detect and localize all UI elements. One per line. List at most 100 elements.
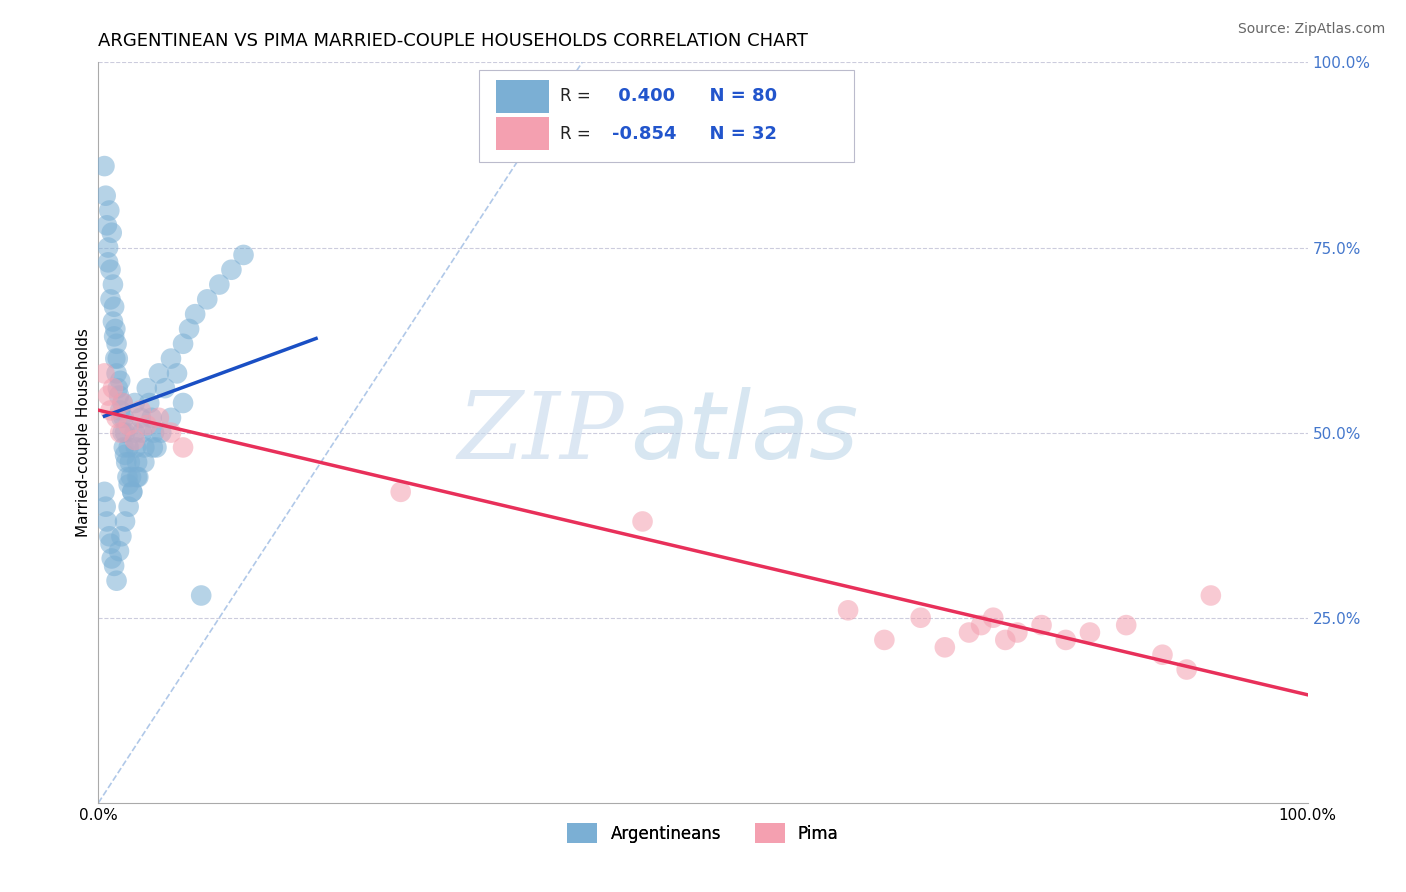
Point (118, 477, 141, 491)
Point (101, 277, 124, 292)
Point (1152, 648, 1174, 662)
Point (142, 441, 165, 455)
Point (184, 307, 207, 321)
Point (131, 425, 153, 440)
Point (134, 441, 156, 455)
Point (93, 484, 115, 499)
Point (148, 367, 170, 381)
Point (121, 484, 143, 499)
Point (221, 262, 243, 277)
Point (135, 418, 157, 433)
Text: R =: R = (561, 125, 596, 143)
Point (105, 367, 128, 381)
Point (101, 381, 124, 395)
Point (153, 381, 176, 395)
Point (96, 219, 118, 233)
Point (120, 470, 142, 484)
Point (166, 367, 188, 381)
Text: -0.854: -0.854 (613, 125, 676, 143)
Point (93, 367, 115, 381)
Text: R =: R = (561, 87, 596, 105)
Point (112, 441, 135, 455)
Point (108, 388, 131, 402)
Text: N = 80: N = 80 (697, 87, 778, 105)
Point (114, 425, 136, 440)
Point (111, 425, 134, 440)
FancyBboxPatch shape (496, 80, 550, 112)
Point (160, 351, 183, 366)
Point (389, 484, 412, 499)
Point (957, 625, 980, 640)
Point (93, 159, 115, 173)
Point (195, 293, 218, 307)
Point (100, 403, 122, 417)
Point (111, 396, 134, 410)
Point (108, 544, 131, 558)
Point (118, 418, 141, 433)
FancyBboxPatch shape (496, 117, 550, 150)
Point (112, 410, 135, 425)
Point (97, 388, 120, 402)
Point (105, 574, 128, 588)
Point (1199, 589, 1222, 603)
Point (160, 425, 183, 440)
Point (232, 248, 254, 262)
Point (105, 336, 128, 351)
Point (118, 455, 141, 469)
Point (127, 470, 149, 484)
Point (1175, 663, 1198, 677)
Point (125, 441, 148, 455)
Point (110, 410, 132, 425)
Point (100, 551, 122, 566)
Legend: Argentineans, Pima: Argentineans, Pima (561, 816, 845, 850)
Point (115, 455, 138, 469)
Text: N = 32: N = 32 (697, 125, 778, 143)
Point (103, 300, 125, 314)
Point (138, 396, 160, 410)
Point (108, 403, 131, 417)
Point (981, 610, 1004, 624)
Point (105, 410, 128, 425)
Point (208, 277, 231, 292)
Point (124, 396, 146, 410)
Point (172, 396, 194, 410)
Point (1115, 618, 1137, 632)
Point (107, 381, 129, 395)
Point (100, 262, 122, 277)
Point (104, 351, 127, 366)
Point (1054, 632, 1077, 647)
Point (96, 515, 118, 529)
FancyBboxPatch shape (479, 70, 855, 162)
Point (994, 632, 1017, 647)
Point (172, 441, 194, 455)
Point (124, 425, 146, 440)
Point (94, 500, 117, 514)
Point (129, 410, 152, 425)
Point (100, 293, 122, 307)
Point (172, 336, 194, 351)
Point (110, 529, 132, 543)
Point (179, 322, 201, 336)
Point (114, 515, 136, 529)
Point (100, 226, 122, 240)
Text: Source: ZipAtlas.com: Source: ZipAtlas.com (1237, 22, 1385, 37)
Point (135, 381, 157, 395)
Text: atlas: atlas (630, 387, 859, 478)
Point (103, 558, 125, 573)
Point (145, 441, 167, 455)
Point (107, 351, 129, 366)
Point (101, 314, 124, 328)
Point (94, 188, 117, 202)
Point (141, 410, 163, 425)
Point (143, 425, 166, 440)
Point (190, 589, 212, 603)
Point (1078, 625, 1101, 640)
Point (124, 433, 146, 447)
Point (837, 603, 859, 617)
Point (100, 536, 122, 550)
Text: 0.400: 0.400 (613, 87, 675, 105)
Point (129, 403, 152, 417)
Point (134, 455, 156, 469)
Point (97, 240, 120, 255)
Y-axis label: Married-couple Households: Married-couple Households (76, 328, 91, 537)
